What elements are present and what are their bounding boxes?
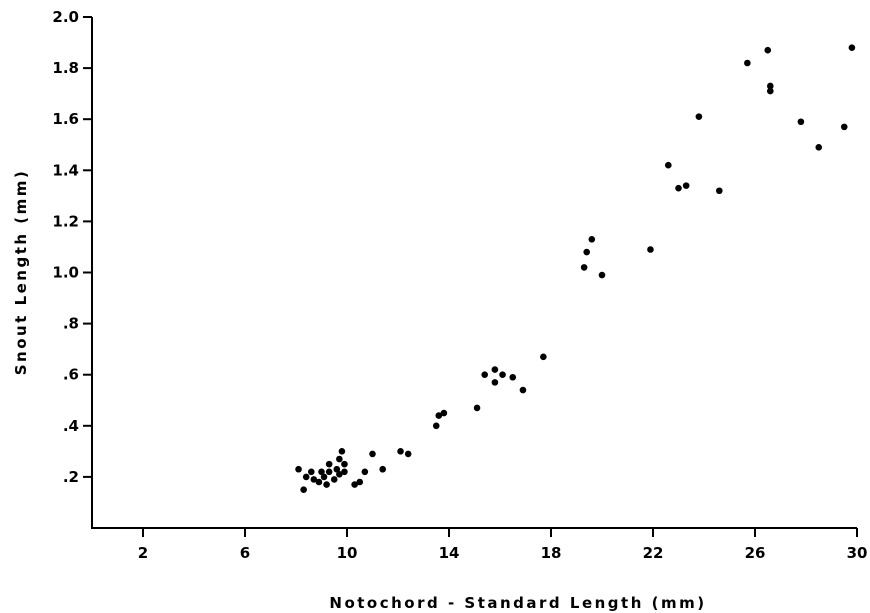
data-point	[330, 476, 338, 483]
y-tick-label: 1.6	[52, 110, 79, 128]
data-point	[302, 473, 310, 481]
data-point	[588, 235, 596, 243]
data-point	[440, 409, 448, 417]
y-ticks: .2 .4 .6 .8 1.0 1.2 1.4 1.6 1.8 2.0	[52, 8, 92, 486]
x-tick-label: 2	[138, 544, 148, 562]
data-point	[598, 271, 606, 279]
data-point	[356, 478, 364, 486]
data-point	[695, 113, 703, 120]
data-point	[318, 468, 325, 476]
y-tick-label: 1.2	[52, 212, 79, 230]
data-point	[716, 187, 723, 195]
data-point	[840, 123, 848, 131]
data-point	[341, 460, 348, 468]
data-point	[848, 44, 856, 51]
data-point	[310, 476, 318, 483]
data-point	[308, 468, 315, 476]
data-point	[540, 353, 547, 361]
x-tick-label: 18	[541, 544, 562, 562]
data-point	[315, 478, 323, 486]
data-point	[369, 450, 376, 458]
y-tick-label: 1.0	[52, 264, 79, 282]
data-point	[361, 468, 369, 476]
data-points	[295, 44, 856, 493]
data-point	[481, 371, 489, 379]
data-point	[583, 248, 590, 256]
x-tick-label: 30	[847, 544, 868, 562]
data-point	[491, 379, 499, 386]
y-tick-label: 2.0	[52, 8, 79, 26]
data-point	[300, 486, 307, 493]
data-point	[764, 46, 772, 54]
data-point	[744, 59, 751, 67]
x-tick-label: 6	[240, 544, 250, 562]
y-tick-label: 1.4	[52, 161, 79, 179]
data-point	[336, 455, 343, 463]
data-point	[295, 465, 302, 473]
data-point	[338, 448, 346, 455]
data-point	[341, 468, 348, 476]
data-point	[379, 465, 387, 473]
data-point	[647, 246, 654, 253]
x-tick-label: 10	[337, 544, 358, 562]
data-point	[325, 460, 333, 468]
x-tick-label: 22	[643, 544, 664, 562]
y-axis-title: Snout Length (mm)	[12, 169, 30, 376]
data-point	[336, 471, 343, 478]
y-tick-label: .6	[63, 366, 79, 384]
axes	[91, 17, 857, 529]
data-point	[815, 144, 823, 151]
data-point	[491, 366, 499, 373]
data-point	[404, 450, 412, 458]
data-point	[580, 264, 588, 271]
data-point	[323, 481, 330, 488]
y-tick-label: .4	[63, 417, 79, 435]
x-ticks: 2 6 10 14 18 22 26 30	[138, 528, 868, 562]
data-point	[767, 82, 774, 90]
data-point	[333, 465, 341, 473]
data-point	[509, 373, 517, 381]
x-axis-title: Notochord - Standard Length (mm)	[329, 594, 706, 612]
data-point	[797, 118, 805, 126]
y-tick-label: .2	[63, 468, 79, 486]
data-point	[767, 87, 774, 95]
data-point	[665, 161, 672, 169]
x-tick-label: 26	[745, 544, 766, 562]
data-point	[320, 473, 328, 481]
data-point	[351, 481, 358, 488]
data-point	[675, 184, 682, 192]
data-point	[519, 386, 527, 394]
data-point	[432, 422, 440, 430]
y-tick-label: .8	[63, 315, 79, 333]
data-point	[325, 468, 333, 476]
data-point	[397, 448, 404, 455]
x-tick-label: 14	[439, 544, 460, 562]
data-point	[499, 371, 506, 379]
data-point	[435, 412, 443, 419]
y-tick-label: 1.8	[52, 59, 79, 77]
data-point	[682, 182, 690, 189]
data-point	[473, 404, 481, 412]
